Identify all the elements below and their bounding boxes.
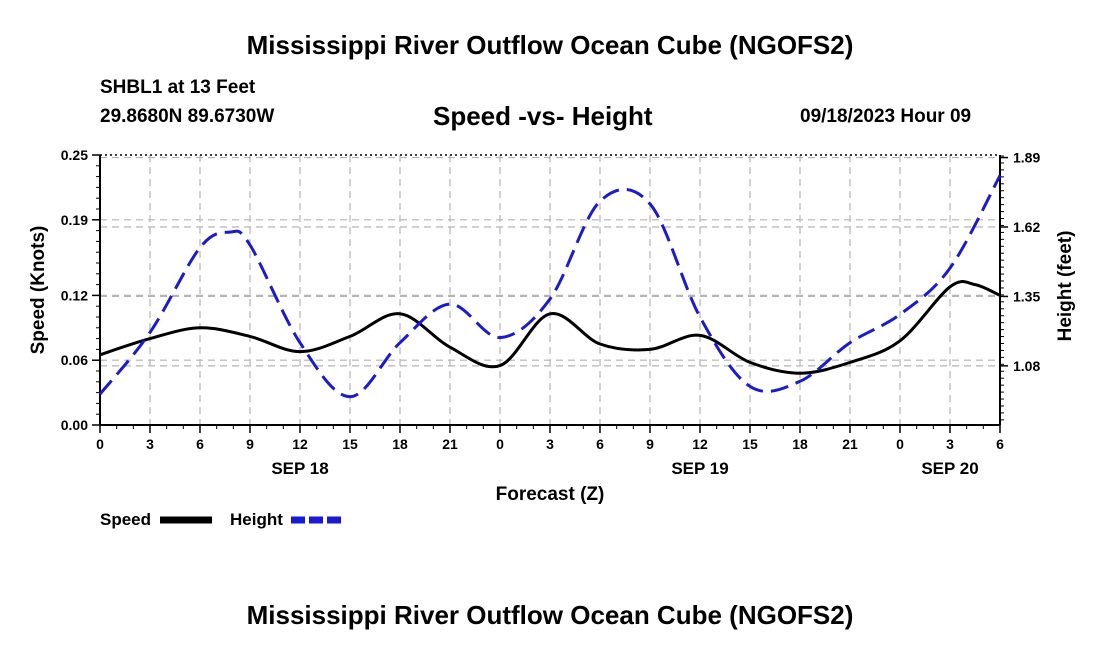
x-tick-label: 15 [742,436,758,452]
x-tick-label: 6 [196,436,204,452]
y2-tick-label: 1.08 [1013,358,1040,374]
y-tick-label: 0.00 [61,417,88,433]
x-tick-label: 3 [146,436,154,452]
speed-series-line [99,280,1001,375]
x-tick-label: 3 [946,436,954,452]
chart-title: Speed -vs- Height [433,101,653,131]
datetime-label: 09/18/2023 Hour 09 [800,106,972,127]
x-tick-label: 12 [692,436,708,452]
x-tick-label: 21 [842,436,858,452]
x-tick-label: 21 [442,436,458,452]
x-tick-label: 9 [646,436,654,452]
y2-axis-title: Height (feet) [1055,231,1076,342]
page-title: Mississippi River Outflow Ocean Cube (NG… [246,30,854,60]
y-axis-title: Speed (Knots) [28,226,49,355]
x-tick-label: 12 [292,436,308,452]
y2-tick-label: 1.35 [1013,288,1040,304]
x-axis-title: Forecast (Z) [496,484,605,505]
x-tick-label: 3 [546,436,554,452]
x-tick-label: 18 [792,436,808,452]
day-label: SEP 20 [921,459,978,478]
y2-tick-label: 1.89 [1013,150,1040,166]
x-tick-label: 0 [896,436,904,452]
x-tick-label: 9 [246,436,254,452]
x-tick-label: 15 [342,436,358,452]
height-series-line [98,174,1002,399]
y-tick-label: 0.06 [61,352,88,368]
x-tick-label: 6 [596,436,604,452]
legend-height-label: Height [230,510,283,529]
x-tick-label: 6 [996,436,1004,452]
y-tick-label: 0.12 [61,287,88,303]
y-tick-label: 0.25 [61,147,88,163]
y-tick-label: 0.19 [61,212,88,228]
day-label: SEP 18 [271,459,328,478]
coordinates-label: 29.8680N 89.6730W [100,106,275,127]
x-tick-label: 18 [392,436,408,452]
legend-speed-label: Speed [100,510,151,529]
x-tick-label: 0 [96,436,104,452]
station-label: SHBL1 at 13 Feet [100,77,256,98]
y2-tick-label: 1.62 [1013,219,1040,235]
day-label: SEP 19 [671,459,728,478]
footer-title: Mississippi River Outflow Ocean Cube (NG… [246,600,854,630]
x-tick-label: 0 [496,436,504,452]
